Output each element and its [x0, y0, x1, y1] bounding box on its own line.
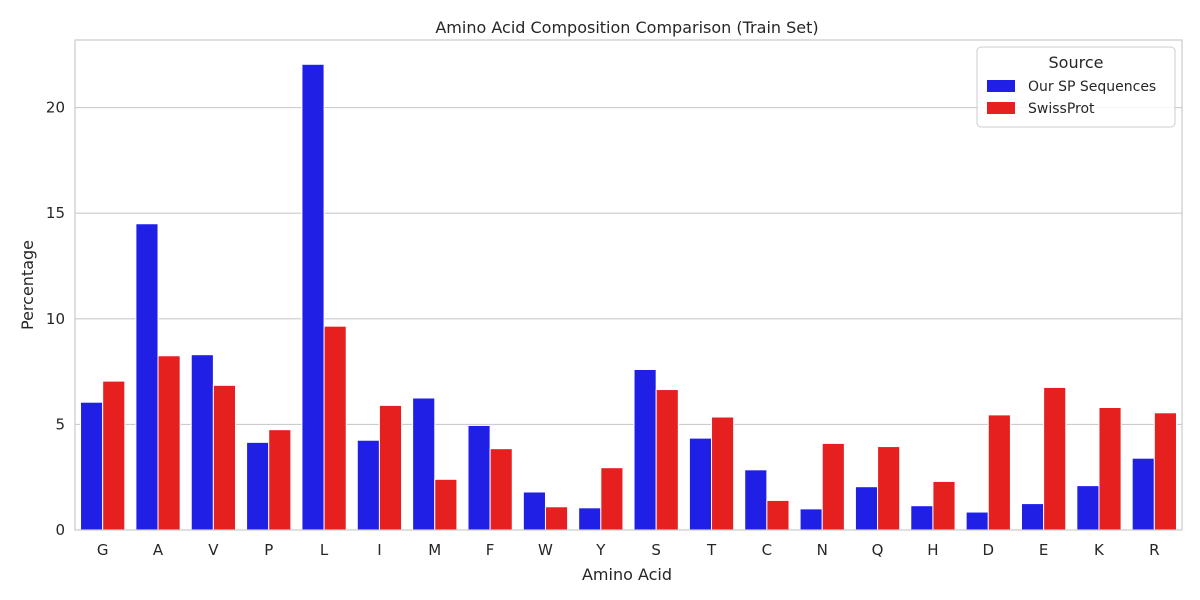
bar-our-sp-sequences-h — [910, 505, 934, 531]
y-tick-label: 5 — [55, 415, 65, 433]
bar-our-sp-sequences-n — [799, 508, 823, 531]
x-tick-label: D — [982, 541, 994, 559]
bar-swissprot-v — [212, 384, 237, 531]
x-tick-label: Q — [872, 541, 884, 559]
bar-swissprot-q — [877, 446, 901, 531]
y-tick-label: 20 — [46, 99, 65, 117]
x-axis-label: Amino Acid — [582, 565, 672, 584]
bar-our-sp-sequences-y — [578, 507, 602, 531]
bar-our-sp-sequences-i — [356, 439, 380, 531]
bar-our-sp-sequences-d — [965, 511, 989, 531]
bar-our-sp-sequences-f — [467, 424, 491, 531]
bar-swissprot-p — [268, 429, 292, 531]
bar-swissprot-r — [1153, 412, 1177, 531]
legend-swatch — [987, 102, 1015, 114]
bar-our-sp-sequences-m — [412, 397, 436, 531]
x-tick-label: C — [762, 541, 772, 559]
legend-entry: Our SP Sequences — [1028, 79, 1156, 95]
y-tick-label: 0 — [55, 521, 65, 539]
chart-title: Amino Acid Composition Comparison (Train… — [435, 18, 818, 37]
legend-title: Source — [1049, 53, 1104, 72]
legend-swatch — [987, 80, 1015, 92]
x-tick-label: F — [486, 541, 495, 559]
x-tick-label: K — [1094, 541, 1105, 559]
x-tick-label: L — [320, 541, 329, 559]
x-tick-label: A — [153, 541, 164, 559]
x-tick-label: Y — [595, 541, 606, 559]
bar-our-sp-sequences-s — [633, 368, 657, 531]
bar-swissprot-s — [655, 389, 679, 531]
bar-swissprot-h — [932, 480, 956, 531]
legend-entry: SwissProt — [1028, 101, 1095, 117]
y-axis-label: Percentage — [18, 240, 37, 330]
bar-swissprot-w — [544, 506, 569, 531]
x-tick-label: N — [817, 541, 828, 559]
x-tick-label: G — [97, 541, 109, 559]
bar-swissprot-n — [821, 442, 845, 531]
y-tick-labels: 0 5 10 15 20 — [46, 99, 65, 539]
bar-swissprot-y — [600, 467, 624, 531]
bar-our-sp-sequences-w — [522, 491, 546, 531]
bar-swissprot-m — [434, 478, 458, 531]
bar-swissprot-a — [157, 355, 181, 531]
bar-our-sp-sequences-k — [1076, 485, 1100, 531]
y-tick-label: 15 — [46, 204, 65, 222]
bar-swissprot-t — [711, 416, 735, 531]
plot-frame — [74, 39, 1183, 531]
y-tick-label: 10 — [46, 310, 65, 328]
x-tick-label: M — [428, 541, 441, 559]
bar-swissprot-e — [1043, 386, 1067, 531]
x-tick-label: T — [706, 541, 717, 559]
x-tick-label: I — [377, 541, 381, 559]
bar-our-sp-sequences-t — [688, 437, 713, 531]
bar-our-sp-sequences-a — [135, 223, 159, 531]
legend: Source Our SP Sequences SwissProt — [976, 46, 1176, 128]
x-tick-label: R — [1149, 541, 1159, 559]
bar-our-sp-sequences-v — [190, 354, 214, 531]
bar-our-sp-sequences-g — [80, 401, 104, 531]
bar-our-sp-sequences-l — [301, 63, 325, 531]
bar-our-sp-sequences-q — [854, 486, 879, 531]
bar-swissprot-d — [987, 414, 1011, 531]
x-tick-label: P — [264, 541, 273, 559]
legend-box — [976, 46, 1176, 128]
x-tick-label: S — [651, 541, 661, 559]
bar-swissprot-i — [378, 404, 403, 531]
x-tick-label: H — [927, 541, 938, 559]
bar-swissprot-g — [102, 380, 126, 531]
x-tick-label: V — [208, 541, 219, 559]
x-tick-label: E — [1039, 541, 1048, 559]
bar-swissprot-k — [1098, 407, 1122, 531]
bar-our-sp-sequences-r — [1131, 457, 1155, 531]
bar-swissprot-c — [766, 499, 790, 531]
bar-our-sp-sequences-c — [744, 469, 768, 531]
bar-swissprot-l — [323, 325, 347, 531]
bar-swissprot-f — [489, 448, 513, 531]
bar-our-sp-sequences-p — [246, 441, 270, 531]
x-tick-label: W — [538, 541, 553, 559]
bar-our-sp-sequences-e — [1020, 503, 1045, 531]
